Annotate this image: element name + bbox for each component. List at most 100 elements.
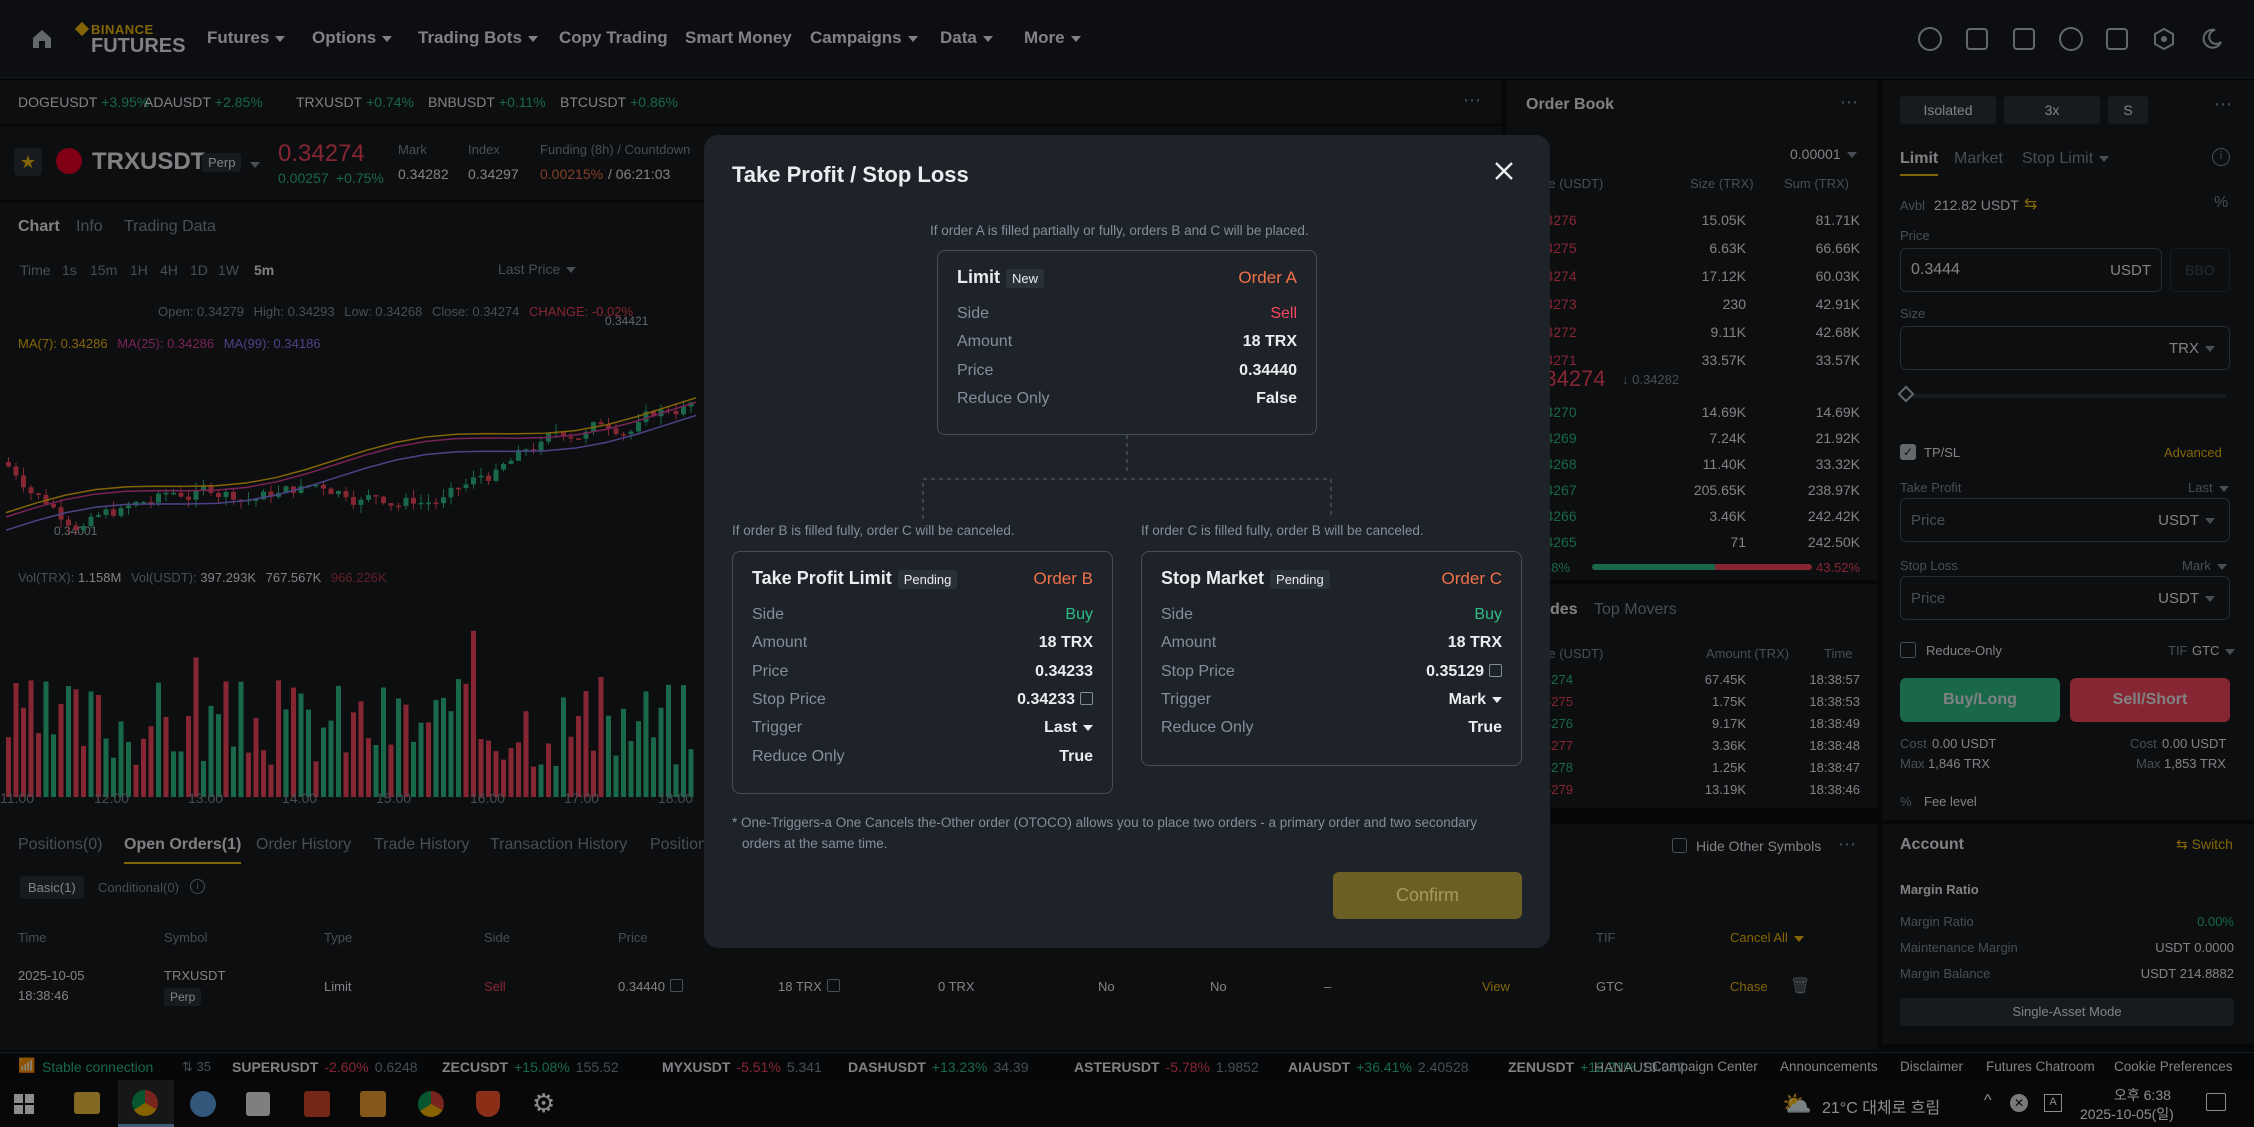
interval-1W[interactable]: 1W (218, 262, 239, 278)
status-ticker[interactable]: ZECUSDT +15.08% 155.52 (442, 1059, 619, 1075)
edit-icon[interactable] (670, 979, 683, 992)
cancel-all-button[interactable]: Cancel All (1730, 930, 1804, 945)
help-icon[interactable] (2106, 28, 2128, 50)
chrome-icon[interactable] (118, 1080, 174, 1127)
symbol-name[interactable]: TRXUSDT (92, 148, 206, 175)
paint-icon[interactable] (190, 1091, 216, 1117)
bottom-tab-1[interactable]: Open Orders(1) (124, 836, 242, 864)
status-ticker[interactable]: DASHUSDT +13.23% 34.39 (848, 1059, 1029, 1075)
fee-level-link[interactable]: Fee level (1924, 794, 1977, 809)
tab-top-movers[interactable]: Top Movers (1594, 601, 1677, 618)
favorite-star-icon[interactable]: ★ (14, 148, 42, 176)
size-unit-selector[interactable]: TRX (2169, 340, 2215, 357)
subtab-conditional[interactable]: Conditional(0) (98, 880, 179, 895)
order-chase-button[interactable]: Chase (1730, 979, 1768, 994)
bottom-tab-2[interactable]: Order History (256, 836, 352, 853)
trash-icon[interactable]: 🗑 (1790, 978, 1811, 995)
windows-start-icon[interactable] (14, 1094, 34, 1114)
more-options-icon[interactable]: ⋯ (2214, 94, 2232, 114)
buy-long-button[interactable]: Buy/Long (1900, 678, 2060, 722)
tab-chart-1[interactable]: Info (76, 218, 103, 235)
status-ticker[interactable]: ZENUSDT +12.21% 10.087 (1508, 1059, 1685, 1075)
row-value[interactable]: Last (1044, 719, 1093, 737)
orders-icon[interactable] (2013, 28, 2035, 50)
top-ticker[interactable]: DOGEUSDT +3.95% (18, 94, 149, 110)
edit-icon[interactable] (826, 979, 840, 992)
info-icon[interactable]: i (190, 879, 205, 894)
settings-hex-icon[interactable] (2152, 27, 2176, 51)
status-link-1[interactable]: Announcements (1780, 1059, 1878, 1074)
stop-loss-input[interactable]: Price USDT (1900, 576, 2230, 620)
status-ticker[interactable]: SUPERUSDT -2.60% 0.6248 (232, 1059, 418, 1075)
nav-campaigns[interactable]: Campaigns (810, 28, 918, 48)
top-ticker[interactable]: BNBUSDT +0.11% (428, 94, 546, 110)
sl-unit-selector[interactable]: USDT (2158, 590, 2215, 607)
calculator-icon[interactable]: % (2214, 194, 2229, 211)
tab-chart-0[interactable]: Chart (18, 218, 60, 235)
status-ticker[interactable]: ASTERUSDT -5.78% 1.9852 (1074, 1059, 1259, 1075)
nav-copy-trading[interactable]: Copy Trading (559, 28, 668, 48)
tab-chart-2[interactable]: Trading Data (124, 218, 216, 235)
interval-1D[interactable]: 1D (190, 262, 208, 278)
bottom-tab-5[interactable]: Position (650, 836, 707, 853)
status-link-4[interactable]: Cookie Preferences (2114, 1059, 2233, 1074)
account-switch[interactable]: ⇆ Switch (2176, 836, 2233, 852)
nav-futures[interactable]: Futures (207, 28, 286, 48)
notification-icon[interactable] (2206, 1093, 2226, 1111)
edit-icon[interactable] (1080, 691, 1093, 705)
take-profit-input[interactable]: Price USDT (1900, 498, 2230, 542)
margin-mode-button[interactable]: Isolated (1900, 96, 1996, 124)
interval-1s[interactable]: 1s (62, 262, 77, 278)
asset-mode-button[interactable]: S (2108, 96, 2148, 124)
transfer-icon[interactable]: ⇆ (2024, 196, 2038, 213)
size-slider[interactable] (1897, 385, 2226, 403)
nav-smart-money[interactable]: Smart Money (685, 28, 792, 48)
order-amount[interactable]: 18 TRX (778, 979, 840, 994)
price-input[interactable]: 0.3444 USDT (1900, 248, 2162, 292)
chrome-icon-2[interactable] (418, 1091, 444, 1117)
interval-1H[interactable]: 1H (130, 262, 148, 278)
tp-unit-selector[interactable]: USDT (2158, 512, 2215, 529)
chevron-down-icon[interactable] (1083, 724, 1093, 731)
ime-indicator[interactable]: A (2044, 1094, 2062, 1112)
more-options-icon[interactable]: ⋯ (1838, 834, 1856, 854)
bottom-tab-3[interactable]: Trade History (374, 836, 470, 853)
interval-5m[interactable]: 5m (254, 262, 275, 278)
interval-4H[interactable]: 4H (160, 262, 178, 278)
sl-trigger-selector[interactable]: Mark (2182, 558, 2227, 573)
interval-Time[interactable]: Time (20, 262, 51, 278)
hide-other-checkbox[interactable] (1672, 838, 1687, 853)
last-price-selector[interactable]: Last Price (498, 261, 577, 277)
status-ticker[interactable]: MYXUSDT -5.51% 5.341 (662, 1059, 822, 1075)
row-value[interactable]: 0.35129 (1426, 663, 1502, 681)
top-ticker[interactable]: TRXUSDT +0.74% (296, 94, 414, 110)
home-icon[interactable] (30, 27, 54, 51)
binance-futures-logo[interactable]: BINANCE FUTURES (74, 20, 185, 60)
user-icon[interactable] (1918, 27, 1942, 51)
dark-mode-icon[interactable] (2200, 27, 2224, 51)
order-view-link[interactable]: View (1482, 979, 1510, 994)
symbol-dropdown-icon[interactable] (250, 162, 260, 168)
sublime-icon[interactable] (360, 1091, 386, 1117)
nav-trading-bots[interactable]: Trading Bots (418, 28, 538, 48)
nav-more[interactable]: More (1024, 28, 1081, 48)
candlestick-chart[interactable] (0, 352, 700, 572)
status-ticker[interactable]: AIAUSDT +36.41% 2.40528 (1288, 1059, 1469, 1075)
powerpoint-icon[interactable] (304, 1091, 330, 1117)
size-input[interactable]: TRX (1900, 326, 2230, 370)
sell-short-button[interactable]: Sell/Short (2070, 678, 2230, 722)
tab-limit[interactable]: Limit (1900, 150, 1939, 176)
more-options-icon[interactable]: ⋯ (1840, 92, 1858, 112)
subtab-basic[interactable]: Basic(1) (20, 876, 84, 899)
wallet-icon[interactable] (1966, 28, 1988, 50)
reduce-only-checkbox[interactable] (1900, 642, 1916, 658)
more-options-icon[interactable]: ⋯ (1463, 90, 1481, 110)
top-ticker[interactable]: BTCUSDT +0.86% (560, 94, 678, 110)
status-link-2[interactable]: Disclaimer (1900, 1059, 1964, 1074)
row-value[interactable]: 0.34233 (1017, 691, 1093, 709)
bbo-button[interactable]: BBO (2170, 248, 2230, 292)
nav-options[interactable]: Options (312, 28, 393, 48)
chevron-down-icon[interactable] (1492, 696, 1502, 703)
tab-market[interactable]: Market (1954, 150, 2003, 167)
tab-stop-limit[interactable]: Stop Limit (2022, 150, 2110, 168)
